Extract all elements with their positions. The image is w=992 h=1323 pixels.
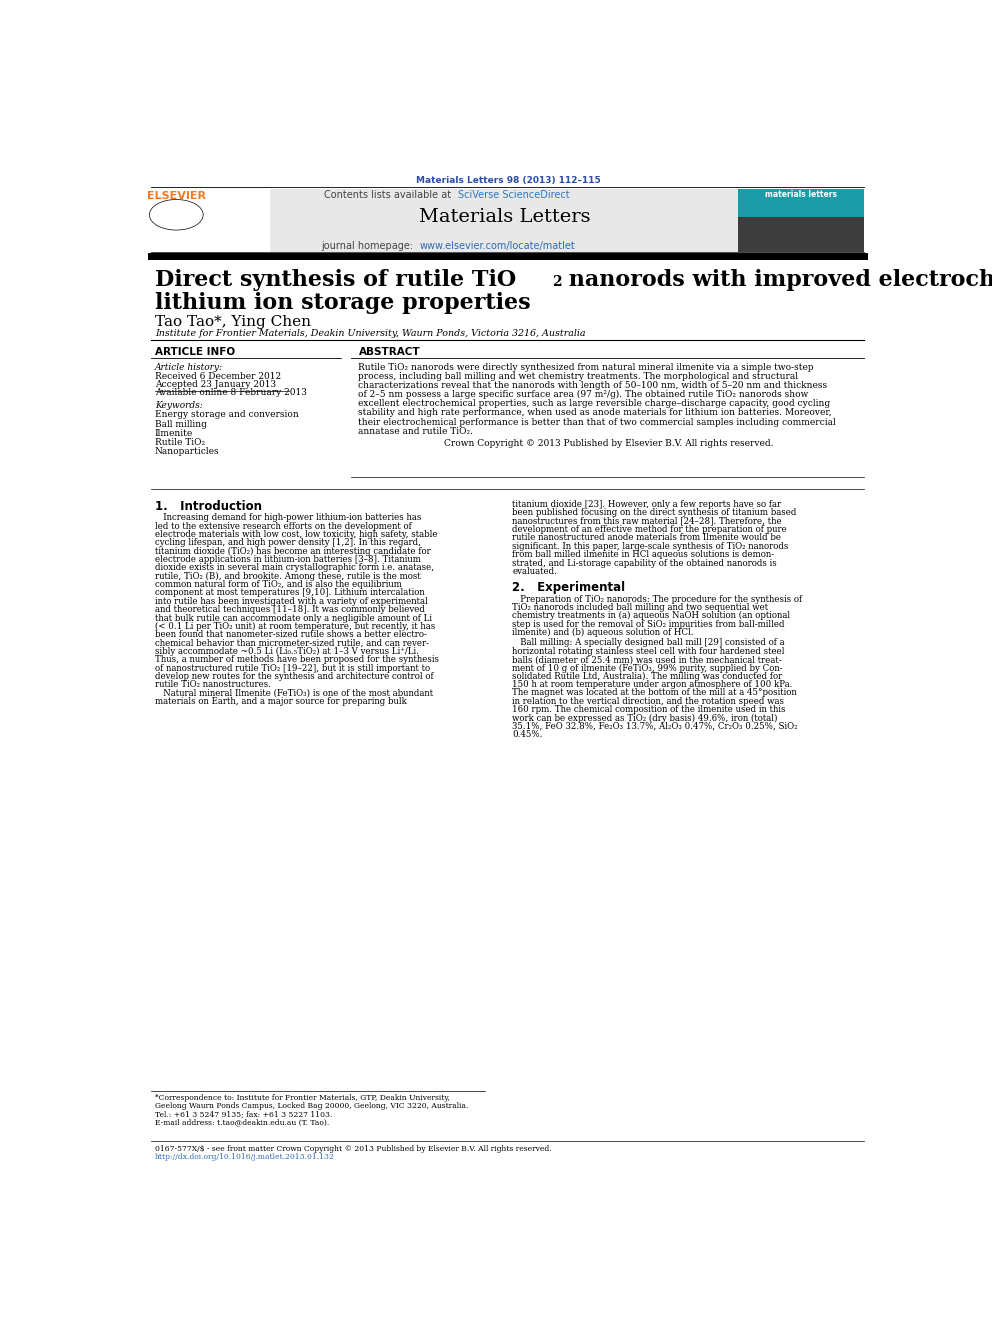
Text: Tao Tao*, Ying Chen: Tao Tao*, Ying Chen <box>155 315 310 328</box>
Text: Geelong Waurn Ponds Campus, Locked Bag 20000, Geelong, VIC 3220, Australia.: Geelong Waurn Ponds Campus, Locked Bag 2… <box>155 1102 468 1110</box>
Text: ment of 10 g of ilmenite (FeTiO₃, 99% purity, supplied by Con-: ment of 10 g of ilmenite (FeTiO₃, 99% pu… <box>512 663 783 672</box>
Text: Materials Letters 98 (2013) 112–115: Materials Letters 98 (2013) 112–115 <box>416 176 601 185</box>
Text: Ball milling: Ball milling <box>155 419 206 429</box>
Text: *Correspondence to: Institute for Frontier Materials, GTP, Deakin University,: *Correspondence to: Institute for Fronti… <box>155 1094 449 1102</box>
Text: TiO₂ nanorods included ball milling and two sequential wet: TiO₂ nanorods included ball milling and … <box>512 603 769 613</box>
Text: Nanoparticles: Nanoparticles <box>155 447 219 456</box>
Text: common natural form of TiO₂, and is also the equilibrium: common natural form of TiO₂, and is also… <box>155 579 402 589</box>
Text: Rutile TiO₂ nanorods were directly synthesized from natural mineral ilmenite via: Rutile TiO₂ nanorods were directly synth… <box>358 363 814 372</box>
Text: Natural mineral Ilmenite (FeTiO₃) is one of the most abundant: Natural mineral Ilmenite (FeTiO₃) is one… <box>155 689 433 697</box>
Text: 1.   Introduction: 1. Introduction <box>155 500 262 513</box>
Text: horizontal rotating stainless steel cell with four hardened steel: horizontal rotating stainless steel cell… <box>512 647 785 656</box>
Text: led to the extensive research efforts on the development of: led to the extensive research efforts on… <box>155 521 412 531</box>
Text: journal homepage:: journal homepage: <box>320 241 417 251</box>
Text: Thus, a number of methods have been proposed for the synthesis: Thus, a number of methods have been prop… <box>155 655 438 664</box>
Text: been published focusing on the direct synthesis of titanium based: been published focusing on the direct sy… <box>512 508 797 517</box>
Text: SciVerse ScienceDirect: SciVerse ScienceDirect <box>458 191 570 200</box>
FancyBboxPatch shape <box>270 189 737 253</box>
Text: evaluated.: evaluated. <box>512 566 558 576</box>
Text: process, including ball milling and wet chemistry treatments. The morphological : process, including ball milling and wet … <box>358 372 799 381</box>
Text: strated, and Li-storage capability of the obtained nanorods is: strated, and Li-storage capability of th… <box>512 558 777 568</box>
Text: (< 0.1 Li per TiO₂ unit) at room temperature, but recently, it has: (< 0.1 Li per TiO₂ unit) at room tempera… <box>155 622 435 631</box>
Text: nanorods with improved electrochemical: nanorods with improved electrochemical <box>561 269 992 291</box>
Text: Keywords:: Keywords: <box>155 401 202 410</box>
Text: and theoretical techniques [11–18]. It was commonly believed: and theoretical techniques [11–18]. It w… <box>155 605 425 614</box>
Text: development of an effective method for the preparation of pure: development of an effective method for t… <box>512 525 787 534</box>
Text: materials on Earth, and a major source for preparing bulk: materials on Earth, and a major source f… <box>155 697 407 706</box>
FancyBboxPatch shape <box>737 217 864 253</box>
Text: of nanostructured rutile TiO₂ [19–22], but it is still important to: of nanostructured rutile TiO₂ [19–22], b… <box>155 664 430 672</box>
Text: ARTICLE INFO: ARTICLE INFO <box>155 347 235 357</box>
Text: ilmenite) and (b) aqueous solution of HCl.: ilmenite) and (b) aqueous solution of HC… <box>512 628 693 638</box>
Text: Rutile TiO₂: Rutile TiO₂ <box>155 438 205 447</box>
Text: Energy storage and conversion: Energy storage and conversion <box>155 410 299 419</box>
Text: 2: 2 <box>553 275 561 288</box>
Text: Received 6 December 2012: Received 6 December 2012 <box>155 372 281 381</box>
Text: lithium ion storage properties: lithium ion storage properties <box>155 292 531 314</box>
Text: significant. In this paper, large-scale synthesis of TiO₂ nanorods: significant. In this paper, large-scale … <box>512 542 789 550</box>
Text: been found that nanometer-sized rutile shows a better electro-: been found that nanometer-sized rutile s… <box>155 630 427 639</box>
Text: rutile TiO₂ nanostructures.: rutile TiO₂ nanostructures. <box>155 680 271 689</box>
FancyBboxPatch shape <box>151 189 270 253</box>
Text: Ball milling: A specially designed ball mill [29] consisted of a: Ball milling: A specially designed ball … <box>512 639 785 647</box>
Text: from ball milled ilmenite in HCl aqueous solutions is demon-: from ball milled ilmenite in HCl aqueous… <box>512 550 775 560</box>
Text: characterizations reveal that the nanorods with length of 50–100 nm, width of 5–: characterizations reveal that the nanoro… <box>358 381 827 390</box>
Text: nanostructures from this raw material [24–28]. Therefore, the: nanostructures from this raw material [2… <box>512 517 782 525</box>
Text: component at most temperatures [9,10]. Lithium intercalation: component at most temperatures [9,10]. L… <box>155 589 425 598</box>
Text: 150 h at room temperature under argon atmosphere of 100 kPa.: 150 h at room temperature under argon at… <box>512 680 793 689</box>
Text: Tel.: +61 3 5247 9135; fax: +61 3 5227 1103.: Tel.: +61 3 5247 9135; fax: +61 3 5227 1… <box>155 1110 332 1118</box>
Text: electrode materials with low cost, low toxicity, high safety, stable: electrode materials with low cost, low t… <box>155 531 437 538</box>
Text: chemistry treatments in (a) aqueous NaOH solution (an optional: chemistry treatments in (a) aqueous NaOH… <box>512 611 791 620</box>
Text: balls (diameter of 25.4 mm) was used in the mechanical treat-: balls (diameter of 25.4 mm) was used in … <box>512 655 782 664</box>
Text: Contents lists available at: Contents lists available at <box>324 191 454 200</box>
Text: dioxide exists in several main crystallographic form i.e. anatase,: dioxide exists in several main crystallo… <box>155 564 434 573</box>
Text: Institute for Frontier Materials, Deakin University, Waurn Ponds, Victoria 3216,: Institute for Frontier Materials, Deakin… <box>155 329 585 337</box>
Text: Available online 8 February 2013: Available online 8 February 2013 <box>155 388 307 397</box>
Text: their electrochemical performance is better than that of two commercial samples : their electrochemical performance is bet… <box>358 418 836 426</box>
Text: ABSTRACT: ABSTRACT <box>358 347 420 357</box>
Text: step is used for the removal of SiO₂ impurities from ball-milled: step is used for the removal of SiO₂ imp… <box>512 619 785 628</box>
Text: The magnet was located at the bottom of the mill at a 45°position: The magnet was located at the bottom of … <box>512 688 797 697</box>
Text: 35.1%, FeO 32.8%, Fe₂O₃ 13.7%, Al₂O₃ 0.47%, Cr₂O₃ 0.25%, SiO₂: 35.1%, FeO 32.8%, Fe₂O₃ 13.7%, Al₂O₃ 0.4… <box>512 722 798 730</box>
Text: Materials Letters: Materials Letters <box>419 208 590 226</box>
Text: into rutile has been investigated with a variety of experimental: into rutile has been investigated with a… <box>155 597 428 606</box>
Text: 0.45%.: 0.45%. <box>512 730 543 740</box>
Text: Article history:: Article history: <box>155 363 223 372</box>
Text: http://dx.doi.org/10.1016/j.matlet.2013.01.132: http://dx.doi.org/10.1016/j.matlet.2013.… <box>155 1154 334 1162</box>
Text: Direct synthesis of rutile TiO: Direct synthesis of rutile TiO <box>155 269 516 291</box>
Text: sibly accommodate ~0.5 Li (Li₀.₅TiO₂) at 1–3 V versus Li⁺/Li.: sibly accommodate ~0.5 Li (Li₀.₅TiO₂) at… <box>155 647 419 656</box>
Text: that bulk rutile can accommodate only a negligible amount of Li: that bulk rutile can accommodate only a … <box>155 614 432 623</box>
Text: Ilmenite: Ilmenite <box>155 429 193 438</box>
Text: excellent electrochemical properties, such as large reversible charge–discharge : excellent electrochemical properties, su… <box>358 400 830 409</box>
Text: in relation to the vertical direction, and the rotation speed was: in relation to the vertical direction, a… <box>512 697 785 706</box>
Text: ELSEVIER: ELSEVIER <box>147 192 205 201</box>
Text: Preparation of TiO₂ nanorods: The procedure for the synthesis of: Preparation of TiO₂ nanorods: The proced… <box>512 594 803 603</box>
Text: solidated Rutile Ltd, Australia). The milling was conducted for: solidated Rutile Ltd, Australia). The mi… <box>512 672 783 681</box>
Text: cycling lifespan, and high power density [1,2]. In this regard,: cycling lifespan, and high power density… <box>155 538 421 548</box>
Text: stability and high rate performance, when used as anode materials for lithium io: stability and high rate performance, whe… <box>358 409 832 417</box>
Text: 0167-577X/$ - see front matter Crown Copyright © 2013 Published by Elsevier B.V.: 0167-577X/$ - see front matter Crown Cop… <box>155 1144 552 1152</box>
Text: Accepted 23 January 2013: Accepted 23 January 2013 <box>155 380 276 389</box>
Text: rutile, TiO₂ (B), and brookite. Among these, rutile is the most: rutile, TiO₂ (B), and brookite. Among th… <box>155 572 421 581</box>
Text: work can be expressed as TiO₂ (dry basis) 49.6%, iron (total): work can be expressed as TiO₂ (dry basis… <box>512 713 778 722</box>
Text: www.elsevier.com/locate/matlet: www.elsevier.com/locate/matlet <box>420 241 575 251</box>
Text: materials letters: materials letters <box>765 191 837 200</box>
Text: titanium dioxide [23]. However, only a few reports have so far: titanium dioxide [23]. However, only a f… <box>512 500 782 509</box>
Text: 160 rpm. The chemical composition of the ilmenite used in this: 160 rpm. The chemical composition of the… <box>512 705 786 714</box>
Text: annatase and rutile TiO₂.: annatase and rutile TiO₂. <box>358 427 473 435</box>
FancyBboxPatch shape <box>737 189 864 253</box>
Text: E-mail address: t.tao@deakin.edu.au (T. Tao).: E-mail address: t.tao@deakin.edu.au (T. … <box>155 1118 329 1126</box>
Text: titanium dioxide (TiO₂) has become an interesting candidate for: titanium dioxide (TiO₂) has become an in… <box>155 546 431 556</box>
Text: Increasing demand for high-power lithium-ion batteries has: Increasing demand for high-power lithium… <box>155 513 422 523</box>
Text: electrode applications in lithium-ion batteries [3–8]. Titanium: electrode applications in lithium-ion ba… <box>155 556 421 564</box>
Text: rutile nanostructured anode materials from Ilmenite would be: rutile nanostructured anode materials fr… <box>512 533 782 542</box>
Text: develop new routes for the synthesis and architecture control of: develop new routes for the synthesis and… <box>155 672 434 681</box>
Text: of 2–5 nm possess a large specific surface area (97 m²/g). The obtained rutile T: of 2–5 nm possess a large specific surfa… <box>358 390 808 400</box>
Text: Crown Copyright © 2013 Published by Elsevier B.V. All rights reserved.: Crown Copyright © 2013 Published by Else… <box>443 439 773 448</box>
Text: 2.   Experimental: 2. Experimental <box>512 581 625 594</box>
Text: chemical behavior than micrometer-sized rutile, and can rever-: chemical behavior than micrometer-sized … <box>155 639 429 647</box>
